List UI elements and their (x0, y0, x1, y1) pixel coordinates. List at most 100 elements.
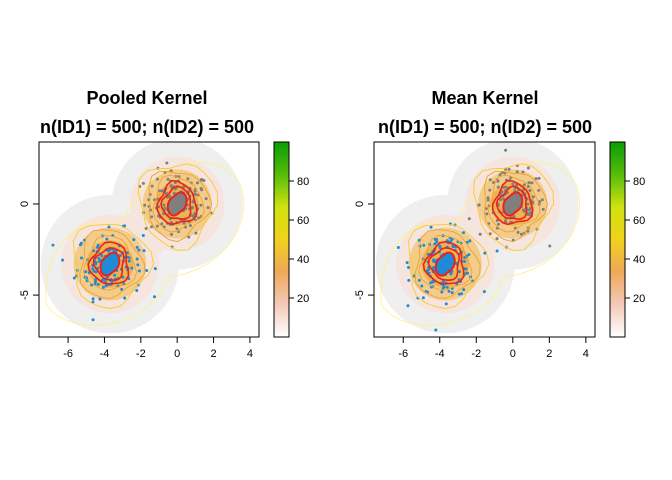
data-point (165, 161, 169, 165)
data-point (429, 281, 433, 285)
data-point (193, 211, 197, 215)
data-point (496, 185, 500, 189)
data-point (527, 181, 531, 185)
data-point (441, 286, 445, 290)
contour-line (491, 180, 534, 226)
data-point (155, 224, 159, 228)
data-point (457, 292, 461, 296)
data-point (495, 219, 499, 223)
data-point (206, 206, 210, 210)
data-point (98, 297, 102, 301)
data-point (463, 260, 467, 264)
data-point (79, 241, 83, 245)
data-point (462, 288, 466, 292)
data-point (528, 213, 532, 217)
x-tick-label: -2 (471, 348, 481, 360)
data-point (136, 283, 140, 287)
data-point (200, 178, 204, 182)
data-point (182, 221, 186, 225)
data-point (145, 269, 149, 273)
data-point (511, 182, 515, 186)
x-tick-label: -6 (398, 348, 408, 360)
data-point (499, 198, 503, 202)
data-point (450, 237, 454, 241)
data-point (100, 278, 104, 282)
data-point (497, 222, 501, 226)
data-point (123, 224, 127, 228)
data-point (142, 249, 146, 253)
data-point (406, 304, 410, 308)
core-area (502, 191, 524, 217)
colorbar-tick-label: 20 (297, 293, 309, 305)
data-point (451, 245, 455, 249)
data-point (91, 267, 95, 271)
chart-subtitle: n(ID1) = 500; n(ID2) = 500 (378, 117, 592, 137)
core-area (99, 251, 121, 277)
contour-line (156, 180, 198, 226)
colorbar-tick-label: 20 (633, 293, 645, 305)
x-tick-label: 4 (247, 348, 253, 360)
data-point (113, 273, 117, 277)
data-point (91, 318, 95, 322)
data-point (417, 238, 421, 242)
data-point (484, 207, 488, 211)
data-point (186, 177, 190, 181)
data-point (127, 259, 131, 263)
y-tick-label: -5 (354, 290, 366, 300)
data-point (530, 181, 534, 185)
data-point (135, 288, 139, 292)
outer-contour (45, 161, 245, 326)
data-point (100, 254, 104, 258)
data-point (528, 189, 532, 193)
data-point (504, 148, 508, 152)
data-point (478, 232, 482, 236)
contour-line (495, 185, 528, 221)
contour-line (92, 246, 125, 282)
data-point (466, 271, 470, 275)
data-point (141, 234, 145, 238)
data-point (420, 284, 424, 288)
data-point (170, 233, 174, 237)
data-point (548, 244, 552, 248)
data-point (482, 290, 486, 294)
colorbar-tick-label: 40 (297, 254, 309, 266)
data-point (441, 279, 445, 283)
data-point (162, 203, 166, 207)
data-point (160, 222, 164, 226)
data-point (488, 188, 492, 192)
data-point (91, 300, 95, 304)
data-point (194, 192, 198, 196)
data-point (101, 285, 105, 289)
data-point (541, 207, 545, 211)
data-point (135, 257, 139, 261)
data-point (150, 225, 154, 229)
data-point (526, 202, 530, 206)
data-point (137, 248, 141, 252)
data-point (537, 188, 541, 192)
data-point (540, 198, 544, 202)
y-tick-label: 0 (354, 201, 366, 207)
colorbar (609, 141, 626, 338)
data-point (447, 289, 451, 293)
data-point (507, 167, 511, 171)
data-point (144, 226, 148, 230)
data-point (498, 173, 502, 177)
data-point (488, 178, 492, 182)
data-point (173, 187, 177, 191)
data-point (118, 253, 122, 257)
colorbar (273, 141, 290, 338)
data-point (405, 261, 409, 265)
data-point (534, 177, 538, 181)
data-point (464, 267, 468, 271)
data-point (130, 266, 134, 270)
data-point (407, 278, 411, 282)
data-point (92, 269, 96, 273)
data-point (435, 238, 439, 242)
panel-1: -6 -4 -2 0 2 4 -5 0 Pooled Kernel n(ID1) = 500; n… (19, 88, 309, 360)
contour-line (137, 163, 219, 251)
data-point (84, 270, 88, 274)
data-point (155, 177, 159, 181)
data-point (199, 186, 203, 190)
data-point (495, 237, 499, 241)
